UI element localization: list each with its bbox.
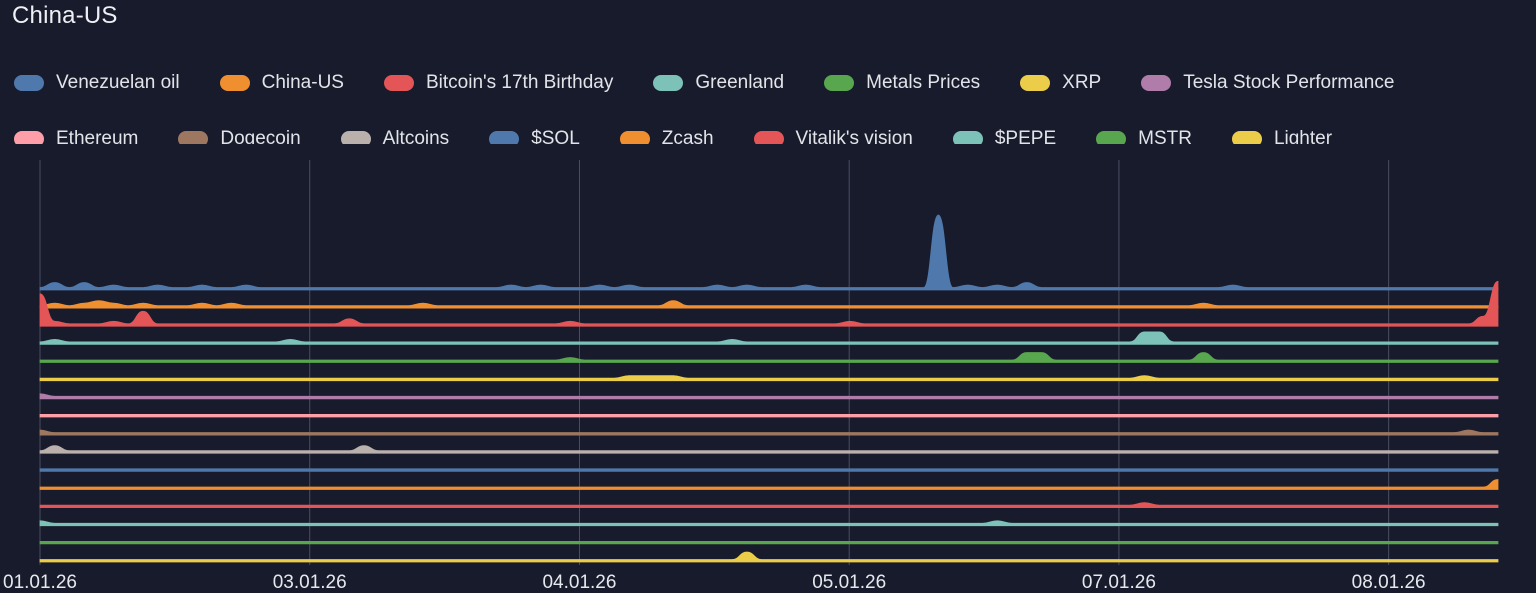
legend-item-xrp[interactable]: XRP bbox=[1020, 72, 1101, 94]
series-area bbox=[39, 352, 1499, 363]
legend-swatch bbox=[14, 131, 44, 144]
legend-item-ethereum[interactable]: Ethereum bbox=[14, 128, 138, 144]
legend-label: MSTR bbox=[1138, 128, 1192, 144]
legend-label: Metals Prices bbox=[866, 72, 981, 93]
legend-label: Vitalik's vision bbox=[795, 128, 913, 144]
legend-label: Greenland bbox=[695, 72, 785, 93]
legend-swatch bbox=[340, 131, 371, 144]
legend-item-zcash[interactable]: Zcash bbox=[619, 128, 714, 144]
legend-row-1: Venezuelan oil China-US Bitcoin's 17th B… bbox=[14, 72, 1434, 94]
legend-swatch bbox=[1096, 131, 1127, 144]
ridgeline-chart: 01.01.26 03.01.26 04.01.26 05.01.26 07.01.26… bbox=[0, 150, 1536, 593]
series-area bbox=[39, 468, 1499, 472]
page-title: China-US bbox=[12, 2, 118, 29]
legend-swatch bbox=[653, 75, 684, 91]
series-area bbox=[39, 375, 1499, 382]
legend-label: Ethereum bbox=[56, 128, 139, 144]
series-area bbox=[39, 520, 1499, 527]
legend-label: Bitcoin's 17th Birthday bbox=[425, 72, 614, 93]
legend-swatch bbox=[824, 75, 855, 91]
legend-swatch bbox=[219, 75, 250, 91]
series-area bbox=[39, 540, 1499, 545]
legend-item-bitcoin-birthday[interactable]: Bitcoin's 17th Birthday bbox=[383, 72, 614, 94]
legend-swatch bbox=[14, 75, 44, 91]
x-tick-label: 08.01.26 bbox=[1352, 572, 1426, 593]
series-area bbox=[39, 393, 1499, 400]
series-areas bbox=[39, 214, 1499, 563]
legend-swatch bbox=[619, 131, 650, 144]
series-area bbox=[39, 479, 1499, 490]
legend-swatch bbox=[383, 75, 414, 91]
legend-item-sol[interactable]: $SOL bbox=[489, 128, 580, 144]
legend-label: China-US bbox=[261, 72, 344, 93]
x-tick-label: 04.01.26 bbox=[542, 572, 616, 593]
legend-item-china-us[interactable]: China-US bbox=[219, 72, 344, 94]
legend-label: $PEPE bbox=[994, 128, 1057, 144]
series-area bbox=[39, 300, 1499, 309]
legend-item-mstr[interactable]: MSTR bbox=[1096, 128, 1192, 144]
chart-svg: 01.01.26 03.01.26 04.01.26 05.01.26 07.01.26… bbox=[3, 160, 1499, 593]
legend-swatch bbox=[952, 131, 983, 144]
legend-row-2: Ethereum Dogecoin Altcoins $SOL Zcash Vi… bbox=[14, 128, 1372, 144]
series-area bbox=[39, 551, 1499, 563]
series-area bbox=[39, 445, 1499, 454]
legend-label: Venezuelan oil bbox=[56, 72, 180, 93]
legend-swatch bbox=[178, 131, 209, 144]
legend-label: Altcoins bbox=[382, 128, 450, 144]
legend-label: Lighter bbox=[1273, 128, 1333, 144]
legend-label: Tesla Stock Performance bbox=[1183, 72, 1395, 93]
legend-swatch bbox=[489, 131, 520, 144]
legend-item-tesla-stock[interactable]: Tesla Stock Performance bbox=[1141, 72, 1394, 94]
legend-item-dogecoin[interactable]: Dogecoin bbox=[178, 128, 301, 144]
x-axis-ticks: 01.01.26 03.01.26 04.01.26 05.01.26 07.01.26… bbox=[3, 572, 1426, 593]
series-area bbox=[39, 331, 1499, 345]
x-tick-label: 01.01.26 bbox=[3, 572, 77, 593]
legend-item-metals-prices[interactable]: Metals Prices bbox=[824, 72, 980, 94]
series-area bbox=[39, 280, 1499, 327]
legend-swatch bbox=[753, 131, 784, 144]
legend-item-venezuelan-oil[interactable]: Venezuelan oil bbox=[14, 72, 180, 94]
legend-item-lighter[interactable]: Lighter bbox=[1231, 128, 1333, 144]
legend: Venezuelan oil China-US Bitcoin's 17th B… bbox=[14, 66, 1514, 144]
legend-label: XRP bbox=[1062, 72, 1102, 93]
legend-item-vitalik-vision[interactable]: Vitalik's vision bbox=[753, 128, 913, 144]
series-area bbox=[39, 214, 1499, 291]
legend-swatch bbox=[1141, 75, 1172, 91]
legend-label: Dogecoin bbox=[220, 128, 301, 144]
legend-label: $SOL bbox=[531, 128, 580, 144]
x-tick-label: 05.01.26 bbox=[812, 572, 886, 593]
legend-swatch bbox=[1231, 131, 1262, 144]
x-tick-label: 07.01.26 bbox=[1082, 572, 1156, 593]
legend-item-greenland[interactable]: Greenland bbox=[653, 72, 784, 94]
x-tick-label: 03.01.26 bbox=[273, 572, 347, 593]
legend-item-pepe[interactable]: $PEPE bbox=[952, 128, 1057, 144]
series-area bbox=[39, 429, 1499, 436]
legend-label: Zcash bbox=[661, 128, 714, 144]
legend-swatch bbox=[1020, 75, 1051, 91]
series-area bbox=[39, 502, 1499, 508]
legend-item-altcoins[interactable]: Altcoins bbox=[340, 128, 450, 144]
series-area bbox=[39, 414, 1499, 418]
